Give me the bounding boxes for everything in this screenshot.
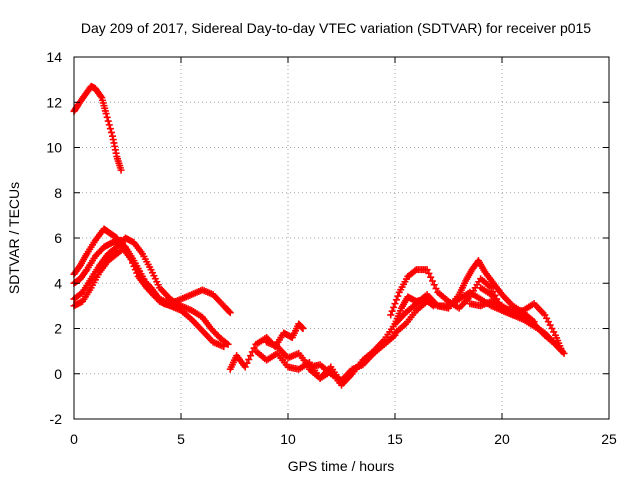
grid-lines xyxy=(74,57,609,419)
data-point xyxy=(117,166,125,174)
series-track-5 xyxy=(70,236,185,312)
data-point xyxy=(245,355,253,363)
data-point xyxy=(392,296,400,304)
data-point xyxy=(103,113,111,121)
data-points xyxy=(70,82,568,389)
data-point xyxy=(560,349,568,357)
y-tick-label: 6 xyxy=(54,230,62,246)
data-point xyxy=(428,277,436,285)
data-point xyxy=(82,267,90,275)
data-point xyxy=(225,308,233,316)
series-track-14 xyxy=(477,284,568,357)
y-tick-label: 10 xyxy=(46,140,62,156)
data-point xyxy=(177,304,185,312)
data-point xyxy=(559,348,567,356)
data-point xyxy=(299,325,307,332)
data-point xyxy=(106,125,114,133)
data-point xyxy=(423,266,431,274)
axis-ticks xyxy=(73,56,610,420)
data-point xyxy=(224,340,232,348)
data-point xyxy=(394,292,402,300)
y-tick-label: 4 xyxy=(54,275,62,291)
data-point xyxy=(411,267,419,275)
data-point xyxy=(131,266,139,274)
data-point xyxy=(388,307,396,315)
y-tick-label: 0 xyxy=(54,366,62,382)
series-track-1 xyxy=(70,82,125,174)
data-point xyxy=(107,128,115,136)
chart-title: Day 209 of 2017, Sidereal Day-to-day VTE… xyxy=(81,20,591,36)
data-point xyxy=(102,110,110,118)
data-point xyxy=(127,255,135,263)
data-point xyxy=(432,285,440,293)
y-tick-label: 12 xyxy=(46,94,62,110)
data-point xyxy=(427,273,435,281)
data-point xyxy=(128,259,136,267)
data-point xyxy=(391,300,399,308)
x-tick-label: 10 xyxy=(280,431,296,447)
data-point xyxy=(425,269,433,277)
data-point xyxy=(104,117,112,125)
y-tick-label: 8 xyxy=(54,185,62,201)
x-tick-label: 5 xyxy=(177,431,185,447)
data-point xyxy=(387,311,395,319)
x-axis-tick-labels: 0 5 10 15 20 25 xyxy=(70,431,617,447)
data-point xyxy=(126,252,134,260)
y-tick-label: -2 xyxy=(50,411,63,427)
data-point xyxy=(226,309,234,317)
y-axis-tick-labels: -2 0 2 4 6 8 10 12 14 xyxy=(46,49,62,427)
x-tick-label: 15 xyxy=(387,431,403,447)
data-point xyxy=(247,352,255,360)
data-point xyxy=(243,359,251,367)
x-axis-title: GPS time / hours xyxy=(288,458,395,474)
x-tick-label: 0 xyxy=(70,431,78,447)
data-point xyxy=(241,363,249,371)
y-axis-title: SDTVAR / TECUs xyxy=(6,182,22,294)
data-point xyxy=(430,281,438,289)
y-tick-label: 14 xyxy=(46,49,62,65)
x-tick-label: 20 xyxy=(494,431,510,447)
data-point xyxy=(97,92,105,100)
y-tick-label: 2 xyxy=(54,321,62,337)
data-point xyxy=(105,121,113,129)
x-tick-label: 25 xyxy=(601,431,617,447)
data-point xyxy=(133,269,141,277)
data-point xyxy=(390,303,398,311)
data-point xyxy=(220,343,228,351)
data-point xyxy=(130,262,138,270)
